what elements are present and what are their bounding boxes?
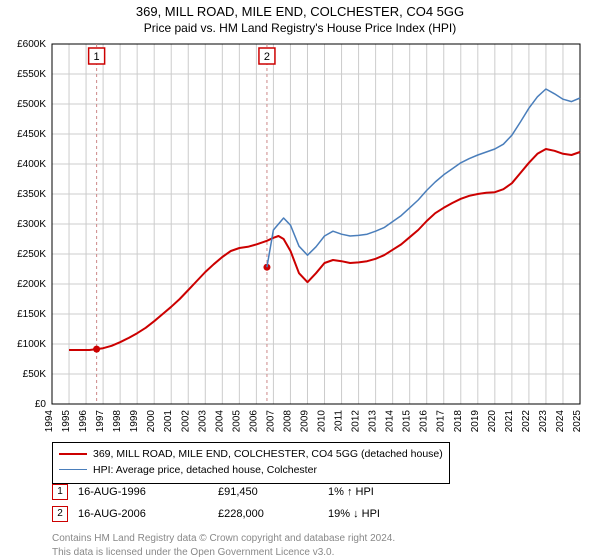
sale-price: £228,000 [218,508,328,520]
svg-text:2009: 2009 [299,410,310,433]
sale-marker-box: 1 [52,484,68,500]
legend-row: 369, MILL ROAD, MILE END, COLCHESTER, CO… [59,447,443,463]
sale-date: 16-AUG-2006 [78,508,218,520]
svg-text:1997: 1997 [95,410,106,433]
svg-text:2003: 2003 [197,410,208,433]
svg-text:£250K: £250K [17,249,46,260]
svg-text:£550K: £550K [17,69,46,80]
sale-marker-box: 2 [52,506,68,522]
svg-text:£150K: £150K [17,309,46,320]
svg-text:1994: 1994 [44,410,55,433]
legend-label: HPI: Average price, detached house, Colc… [93,464,317,476]
svg-text:2010: 2010 [317,410,328,433]
svg-text:1999: 1999 [129,410,140,433]
svg-text:2011: 2011 [334,410,345,432]
svg-text:£100K: £100K [17,339,46,350]
price-chart: £0 £50K £100K £150K £200K £250K £300K £350K £400… [0,0,600,444]
svg-text:£350K: £350K [17,189,46,200]
svg-text:2002: 2002 [180,410,191,433]
svg-text:2005: 2005 [231,410,242,433]
svg-text:2025: 2025 [572,410,583,433]
sales-row: 1 16-AUG-1996£91,4501% ↑ HPI [52,484,428,500]
svg-text:2000: 2000 [146,410,157,433]
svg-text:2004: 2004 [214,410,225,433]
svg-text:2019: 2019 [470,410,481,433]
legend-swatch [59,469,87,470]
svg-text:1995: 1995 [61,410,72,433]
svg-text:£200K: £200K [17,279,46,290]
sale-hpi: 1% ↑ HPI [328,486,428,498]
sales-row: 2 16-AUG-2006£228,00019% ↓ HPI [52,506,428,522]
footnote: Contains HM Land Registry data © Crown c… [52,532,395,560]
svg-text:1998: 1998 [112,410,123,433]
legend: 369, MILL ROAD, MILE END, COLCHESTER, CO… [52,442,450,484]
svg-text:£600K: £600K [17,39,46,50]
svg-text:2023: 2023 [538,410,549,433]
svg-text:2013: 2013 [368,410,379,433]
svg-text:2020: 2020 [487,410,498,433]
svg-text:1: 1 [94,51,100,63]
svg-text:2016: 2016 [419,410,430,433]
sale-price: £91,450 [218,486,328,498]
svg-text:£400K: £400K [17,159,46,170]
svg-text:£0: £0 [35,399,47,410]
svg-text:£500K: £500K [17,99,46,110]
svg-text:2018: 2018 [453,410,464,433]
footnote-line-2: This data is licensed under the Open Gov… [52,546,395,560]
svg-text:2: 2 [264,51,270,63]
svg-text:2014: 2014 [385,410,396,433]
svg-text:2001: 2001 [163,410,174,433]
chart-container: 369, MILL ROAD, MILE END, COLCHESTER, CO… [0,0,600,560]
svg-text:2006: 2006 [248,410,259,433]
legend-row: HPI: Average price, detached house, Colc… [59,463,443,479]
svg-text:2022: 2022 [521,410,532,433]
svg-text:2008: 2008 [282,410,293,433]
legend-swatch [59,453,87,455]
svg-text:2012: 2012 [351,410,362,433]
svg-text:1996: 1996 [78,410,89,433]
svg-text:2017: 2017 [436,410,447,433]
svg-text:2024: 2024 [555,410,566,433]
sale-date: 16-AUG-1996 [78,486,218,498]
svg-text:2015: 2015 [402,410,413,433]
footnote-line-1: Contains HM Land Registry data © Crown c… [52,532,395,546]
svg-text:2007: 2007 [265,410,276,433]
sale-hpi: 19% ↓ HPI [328,508,428,520]
legend-label: 369, MILL ROAD, MILE END, COLCHESTER, CO… [93,448,443,460]
svg-text:£50K: £50K [23,369,47,380]
svg-text:£300K: £300K [17,219,46,230]
svg-text:£450K: £450K [17,129,46,140]
svg-text:2021: 2021 [504,410,515,433]
